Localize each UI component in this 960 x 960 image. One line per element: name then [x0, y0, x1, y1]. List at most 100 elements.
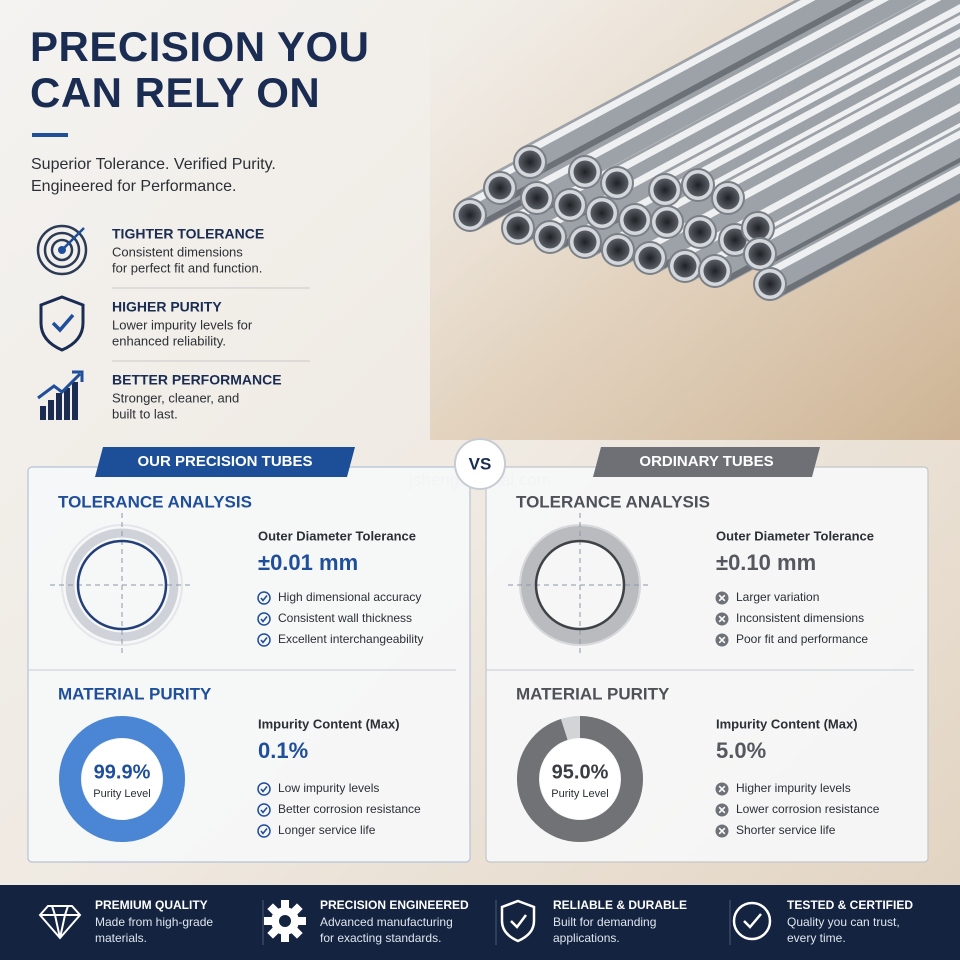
section-heading: TOLERANCE ANALYSIS: [516, 492, 710, 511]
section-heading: MATERIAL PURITY: [516, 684, 670, 703]
tube-bore: [673, 254, 697, 278]
purity-caption: Purity Level: [551, 788, 608, 800]
icon: [718, 785, 726, 793]
icon: [718, 636, 726, 644]
tube-highlight: [659, 48, 960, 217]
tube-bore: [606, 238, 630, 262]
metric-value: ±0.01 mm: [258, 550, 358, 575]
feature-text: Lower impurity levels for: [112, 317, 253, 332]
icon: [257, 612, 271, 626]
point-text: Better corrosion resistance: [278, 802, 421, 816]
tube-bore: [605, 171, 629, 195]
tube-bore: [655, 210, 679, 234]
icon: [257, 803, 271, 817]
tube-bore: [748, 242, 772, 266]
ring-inner: [534, 539, 626, 631]
tube-bore: [653, 178, 677, 202]
point-text: Inconsistent dimensions: [736, 611, 864, 625]
footer-band: [0, 885, 960, 960]
tube-highlight: [609, 0, 942, 178]
feature-icon: [37, 370, 84, 420]
tube-highlight: [750, 103, 960, 223]
icon: [72, 370, 84, 382]
footer-title: RELIABLE & DURABLE: [553, 898, 687, 912]
icon: [64, 388, 70, 420]
point-text: Larger variation: [736, 590, 819, 604]
metric-value: ±0.10 mm: [716, 550, 816, 575]
donut-arc: [517, 716, 643, 842]
tube-body: [576, 0, 941, 187]
icon: [51, 313, 75, 333]
point-text: Excellent interchangeability: [278, 632, 423, 646]
tube-highlight: [577, 0, 890, 167]
ring-inner: [76, 539, 168, 631]
tube-bore: [525, 186, 549, 210]
title: CAN RELY ON: [30, 69, 320, 116]
icon: [260, 595, 268, 602]
check-icon: [257, 591, 271, 605]
tube-bore: [518, 150, 542, 174]
feature-icon: [39, 295, 85, 352]
tube-highlight: [692, 75, 960, 227]
subtitle: Superior Tolerance. Verified Purity.: [31, 156, 276, 173]
tube-highlight: [707, 122, 960, 266]
icon: [743, 913, 762, 929]
icon: [43, 231, 81, 269]
cross-icon: [715, 824, 729, 838]
check-icon: [257, 633, 271, 647]
icon: [718, 615, 726, 623]
tube-bore: [590, 201, 614, 225]
cross-icon: [715, 612, 729, 626]
feature-icon: [36, 224, 88, 276]
footer-text: applications.: [553, 931, 620, 945]
icon: [732, 901, 772, 941]
tube-bore: [573, 160, 597, 184]
vs-text: VS: [469, 454, 492, 473]
footer-text: Advanced manufacturing: [320, 915, 453, 929]
icon: [510, 914, 527, 929]
icon: [718, 806, 726, 814]
tube-bore: [623, 208, 647, 232]
icon: [48, 400, 54, 420]
tube-highlight: [762, 165, 960, 279]
feature-text: enhanced reliability.: [112, 333, 226, 348]
icon: [56, 393, 62, 420]
icon: [37, 372, 82, 400]
tube-bore: [558, 193, 582, 217]
metric-value: 0.1%: [258, 738, 308, 763]
icon: [718, 827, 726, 835]
cross-icon: [715, 633, 729, 647]
footer-title: PRECISION ENGINEERED: [320, 898, 469, 912]
icon: [39, 295, 85, 352]
tube-body: [749, 99, 960, 243]
donut-center: [540, 739, 620, 819]
tube-body: [751, 126, 960, 269]
cross-icon: [715, 803, 729, 817]
metric-label: Impurity Content (Max): [258, 716, 400, 731]
footer-icon: [732, 901, 772, 941]
tube-body: [691, 72, 960, 247]
icon: [500, 899, 536, 943]
icon: [50, 238, 74, 262]
icon: [61, 227, 85, 251]
tube-bore: [723, 228, 747, 252]
tube-bore: [686, 173, 710, 197]
icon: [281, 900, 289, 909]
cross-icon: [715, 591, 729, 605]
subtitle: Engineered for Performance.: [31, 178, 236, 195]
icon: [264, 917, 273, 925]
tube-highlight: [657, 14, 960, 185]
title: PRECISION YOU: [30, 23, 369, 70]
tube-bore: [458, 203, 482, 227]
purity-value: 99.9%: [94, 761, 151, 783]
footer-title: TESTED & CERTIFIED: [787, 898, 913, 912]
icon: [260, 807, 268, 814]
section-heading: MATERIAL PURITY: [58, 684, 212, 703]
tube-highlight: [627, 28, 960, 215]
point-text: Low impurity levels: [278, 781, 379, 795]
tube-highlight: [522, 0, 816, 157]
tube-bore: [573, 230, 597, 254]
vs-badge: [454, 438, 506, 490]
feature-text: Stronger, cleaner, and: [112, 390, 239, 405]
